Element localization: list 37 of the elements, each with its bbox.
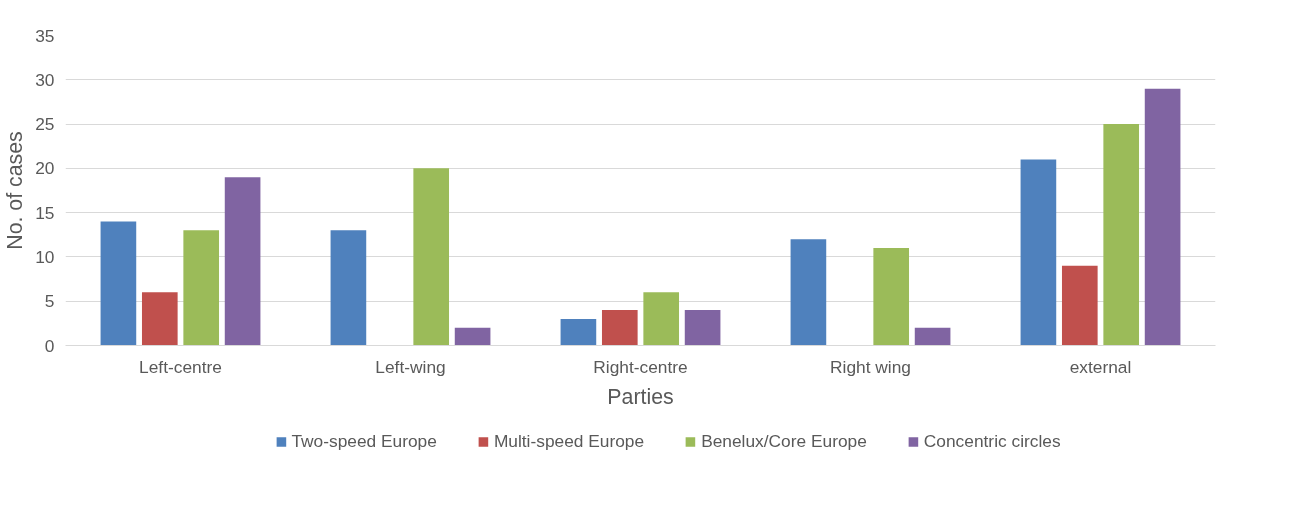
y-tick-label: 30	[35, 69, 55, 90]
legend-label: Benelux/Core Europe	[701, 430, 867, 452]
y-tick-label: 20	[35, 158, 55, 179]
y-tick-label: 25	[35, 114, 55, 135]
y-tick-label: 5	[44, 291, 55, 312]
legend-label: Multi-speed Europe	[493, 430, 645, 452]
bar	[560, 318, 597, 346]
x-tick-label: Right wing	[830, 356, 911, 377]
y-tick-label: 35	[35, 25, 55, 46]
bar	[224, 177, 261, 346]
x-tick-label: Left-centre	[139, 356, 222, 377]
legend-label: Concentric circles	[923, 430, 1061, 452]
bar	[684, 310, 721, 346]
bar	[183, 230, 220, 346]
bar	[914, 327, 951, 346]
bar	[790, 239, 827, 346]
bar	[141, 292, 178, 346]
bar	[100, 221, 137, 346]
y-tick-label: 0	[44, 335, 55, 356]
x-tick-label: Left-wing	[375, 356, 446, 377]
bar	[1020, 159, 1057, 346]
bar	[873, 248, 910, 346]
bar	[1103, 124, 1140, 346]
bar	[330, 230, 367, 346]
bar	[1144, 88, 1181, 346]
bar	[413, 168, 450, 346]
x-axis-title: Parties	[607, 384, 674, 409]
y-tick-label: 10	[35, 246, 55, 267]
bar	[1061, 265, 1098, 346]
y-tick-label: 15	[35, 202, 55, 223]
bar	[454, 327, 491, 346]
x-tick-label: external	[1069, 356, 1132, 377]
bar	[643, 292, 680, 346]
y-axis-title: No. of cases	[3, 131, 28, 250]
legend-label: Two-speed Europe	[291, 430, 437, 452]
bar	[601, 310, 638, 346]
x-tick-label: Right-centre	[593, 356, 688, 377]
